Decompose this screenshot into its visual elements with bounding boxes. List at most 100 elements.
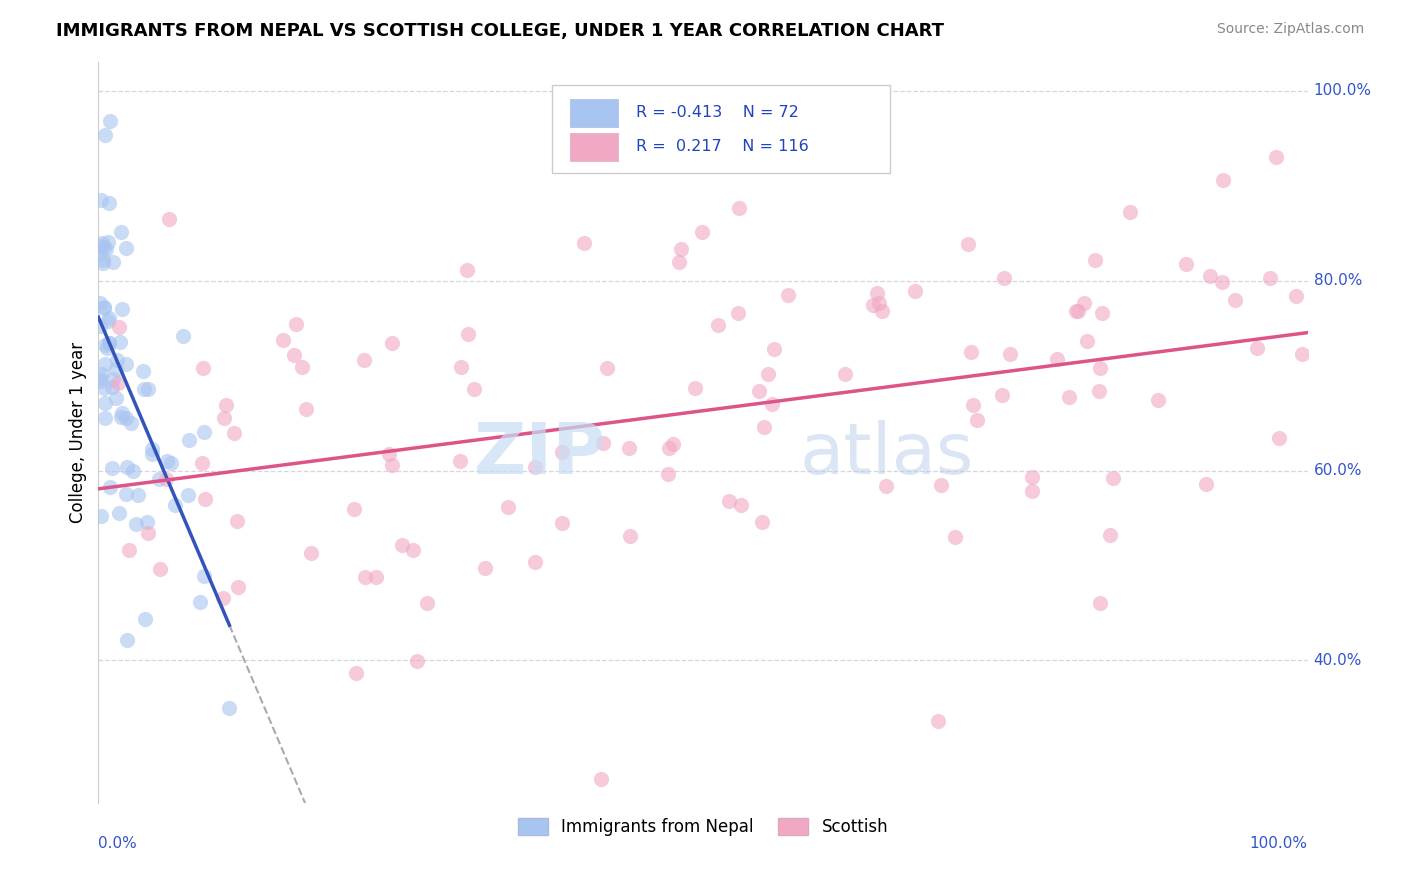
Point <box>97 235 120 249</box>
Point <box>751 515 773 529</box>
Point <box>93 300 115 314</box>
Point <box>283 348 305 362</box>
Point <box>94 242 117 256</box>
Point <box>763 343 786 357</box>
Point <box>1198 269 1220 284</box>
Point <box>868 295 890 310</box>
Point <box>1076 334 1098 349</box>
Point <box>872 304 894 318</box>
Point <box>101 380 124 394</box>
Point <box>1045 351 1067 366</box>
Point <box>122 465 145 479</box>
Point <box>1223 293 1246 308</box>
Point <box>188 595 211 609</box>
Point <box>457 327 479 342</box>
Point <box>193 361 215 376</box>
Point <box>141 442 163 456</box>
Point <box>690 225 713 239</box>
Point <box>115 460 138 475</box>
Point <box>592 435 614 450</box>
Point <box>1258 271 1281 285</box>
Point <box>1067 304 1090 318</box>
Point <box>730 498 752 512</box>
Text: Source: ZipAtlas.com: Source: ZipAtlas.com <box>1216 22 1364 37</box>
Point <box>474 560 496 574</box>
Point <box>959 345 981 359</box>
Point <box>1088 361 1111 376</box>
Point <box>353 352 375 367</box>
Point <box>1285 289 1308 303</box>
Point <box>138 382 160 396</box>
Point <box>172 328 194 343</box>
Point <box>155 454 177 468</box>
Point <box>104 362 127 376</box>
Point <box>89 295 111 310</box>
Point <box>141 447 163 461</box>
Text: R = -0.413    N = 72: R = -0.413 N = 72 <box>637 105 800 120</box>
Point <box>91 256 114 270</box>
Point <box>683 381 706 395</box>
Point <box>101 254 124 268</box>
Point <box>572 236 595 251</box>
Point <box>1212 173 1234 187</box>
Point <box>415 596 437 610</box>
Text: 40.0%: 40.0% <box>1313 653 1362 668</box>
Point <box>110 335 132 350</box>
Point <box>1073 296 1095 310</box>
Point <box>134 612 156 626</box>
Point <box>127 488 149 502</box>
Point <box>1118 204 1140 219</box>
Point <box>943 530 966 544</box>
Point <box>98 311 121 326</box>
Y-axis label: College, Under 1 year: College, Under 1 year <box>69 342 87 524</box>
Point <box>727 201 749 215</box>
Point <box>93 301 115 315</box>
Point <box>449 454 471 468</box>
Text: 80.0%: 80.0% <box>1313 273 1362 288</box>
Point <box>866 286 889 301</box>
Point <box>179 433 201 447</box>
Point <box>104 391 127 405</box>
Point <box>291 360 314 375</box>
Point <box>89 246 111 260</box>
Point <box>91 253 114 268</box>
Point <box>165 498 187 512</box>
Point <box>353 570 375 584</box>
Point <box>110 225 132 239</box>
Point <box>97 335 120 350</box>
Point <box>108 506 131 520</box>
Point <box>962 398 984 412</box>
Point <box>1246 341 1268 355</box>
Point <box>155 472 177 486</box>
Point <box>364 570 387 584</box>
Point <box>191 456 214 470</box>
Point <box>114 241 136 255</box>
Point <box>381 336 404 351</box>
Point <box>284 317 307 331</box>
Point <box>224 425 246 440</box>
Point <box>927 714 949 728</box>
Point <box>402 543 425 558</box>
Point <box>524 460 547 475</box>
Point <box>551 516 574 531</box>
Point <box>107 320 129 334</box>
Point <box>93 381 115 395</box>
Point <box>115 357 138 371</box>
Point <box>93 396 115 410</box>
Point <box>90 193 112 207</box>
Point <box>875 479 897 493</box>
Point <box>1066 304 1088 318</box>
Point <box>1021 483 1043 498</box>
Point <box>149 562 172 576</box>
Point <box>111 406 134 420</box>
Point <box>94 357 117 371</box>
Point <box>271 334 294 348</box>
Text: 0.0%: 0.0% <box>98 836 138 851</box>
Point <box>115 411 138 425</box>
Point <box>1195 477 1218 491</box>
Point <box>157 212 180 227</box>
Point <box>1265 150 1288 164</box>
Text: IMMIGRANTS FROM NEPAL VS SCOTTISH COLLEGE, UNDER 1 YEAR CORRELATION CHART: IMMIGRANTS FROM NEPAL VS SCOTTISH COLLEG… <box>56 22 945 40</box>
Point <box>591 772 613 786</box>
Point <box>524 556 547 570</box>
